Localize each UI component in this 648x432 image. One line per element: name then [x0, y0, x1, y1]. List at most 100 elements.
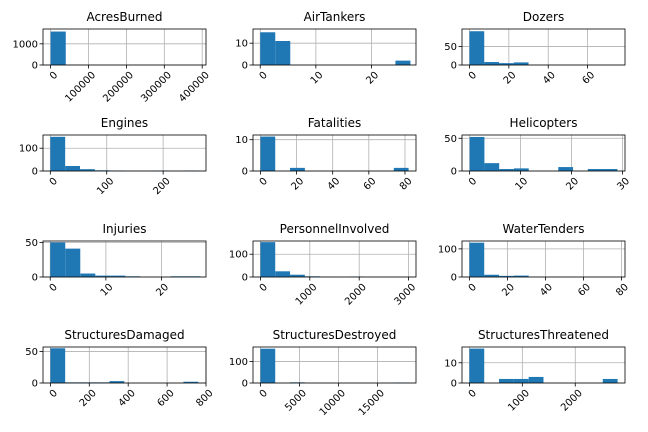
histogram-bar [275, 271, 291, 277]
histogram-bar [50, 31, 66, 65]
histogram-panel: 0 100 200 0 100 Engines [19, 116, 207, 197]
y-tick-label: 0 [32, 273, 38, 284]
x-tick-label: 300000 [139, 70, 174, 105]
y-tick-label: 0 [32, 61, 38, 72]
x-tick-label: 20 [289, 176, 306, 193]
x-tick-label: 0 [258, 282, 270, 294]
y-tick-label: 50 [25, 238, 38, 249]
x-tick-label: 600 [155, 388, 176, 409]
histogram-panel: 0 200 400 600 800 0 50 StructuresDamaged [25, 328, 215, 409]
x-tick-label: 80 [614, 282, 631, 299]
y-tick-label: 0 [242, 61, 248, 72]
x-tick-label: 0 [258, 70, 270, 82]
panel-title: AcresBurned [86, 10, 162, 24]
panel-title: AirTankers [304, 10, 366, 24]
axes-frame [42, 28, 207, 66]
x-tick-label: 2000 [559, 388, 585, 414]
x-tick-label: 0 [48, 388, 60, 400]
y-tick-label: 100 [438, 244, 457, 255]
panel-title: Injuries [103, 222, 147, 236]
histogram-bar [65, 165, 80, 171]
y-tick-label: 0 [451, 379, 457, 390]
histogram-bar [109, 381, 125, 383]
panel-title: PersonnelInvolved [280, 222, 390, 236]
y-tick-label: 0 [451, 273, 457, 284]
panel-title: WaterTenders [503, 222, 585, 236]
x-tick-label: 2000 [343, 282, 369, 308]
histogram-bar [290, 274, 305, 277]
histogram-bar [65, 248, 81, 277]
histogram-bar [110, 275, 126, 277]
x-tick-label: 0 [467, 70, 479, 82]
histogram-bar [469, 31, 485, 65]
x-tick-label: 20 [154, 282, 171, 299]
y-tick-label: 0 [451, 167, 457, 178]
y-tick-label: 100 [19, 144, 38, 155]
histogram-bar [79, 169, 95, 171]
x-tick-label: 10 [99, 282, 116, 299]
x-tick-label: 30 [615, 176, 632, 193]
axes-frame [42, 240, 207, 278]
histogram-bar [80, 273, 96, 277]
histogram-bar [484, 163, 500, 171]
histogram-bar [499, 63, 514, 65]
y-tick-label: 50 [444, 42, 457, 53]
axes-frame [252, 134, 417, 172]
histogram-panel: 0 20 40 60 0 50 Dozers [444, 10, 626, 87]
x-tick-label: 0 [467, 176, 479, 188]
x-tick-label: 60 [362, 176, 379, 193]
y-tick-label: 10 [444, 358, 457, 369]
histogram-panel: 0 10 20 30 0 50 Helicopters [444, 116, 632, 193]
histogram-bar [183, 381, 199, 383]
histogram-bar [290, 167, 305, 171]
histogram-bar [499, 275, 514, 277]
panel-title: Fatalities [308, 116, 362, 130]
histogram-bar [95, 275, 111, 277]
histogram-bar [513, 378, 529, 383]
histogram-panel: 0 20 40 60 80 0 10 Fatalities [235, 116, 417, 193]
y-tick-label: 1000 [13, 39, 38, 50]
x-tick-label: 40 [541, 70, 558, 87]
x-tick-label: 15000 [357, 388, 387, 418]
x-tick-label: 0 [467, 388, 479, 400]
x-tick-label: 800 [194, 388, 215, 409]
histogram-bar [484, 274, 500, 277]
x-tick-label: 10000 [318, 388, 348, 418]
y-tick-label: 10 [235, 135, 248, 146]
histogram-bar [513, 275, 529, 277]
y-tick-label: 0 [242, 167, 248, 178]
panel-title: Dozers [523, 10, 564, 24]
axes-frame [252, 28, 417, 66]
panel-title: Engines [101, 116, 148, 130]
histogram-panel: 0 5000 10000 15000 0 100 StructuresDestroyed [229, 328, 417, 418]
histogram-bar [50, 136, 66, 171]
x-tick-label: 0 [48, 70, 60, 82]
histogram-bar [587, 169, 603, 171]
histogram-panel: 0 100000 200000 300000 40000001000AcresBurne… [13, 10, 212, 105]
y-tick-label: 0 [32, 167, 38, 178]
histogram-bar [260, 136, 276, 171]
y-tick-label: 50 [25, 347, 38, 358]
histogram-bar [602, 169, 618, 171]
histogram-panel: 0 10 20 0 10 AirTankers [235, 10, 417, 87]
histogram-panel: 0 10 20 0 50 Injuries [25, 222, 207, 299]
histogram-bar [469, 136, 485, 171]
histogram-bar [393, 167, 409, 171]
x-tick-label: 0 [258, 176, 270, 188]
x-tick-label: 1000 [506, 388, 532, 414]
histogram-bar [469, 348, 485, 383]
y-tick-label: 10 [235, 39, 248, 50]
histogram-bar [513, 62, 529, 65]
x-tick-label: 200000 [101, 70, 136, 105]
x-tick-label: 10 [513, 176, 530, 193]
x-tick-label: 0 [258, 388, 270, 400]
axes-frame [252, 346, 417, 384]
panel-title: Helicopters [510, 116, 578, 130]
y-tick-label: 0 [32, 379, 38, 390]
histogram-bar [50, 242, 66, 277]
histogram-bar [602, 378, 618, 383]
panel-title: StructuresDestroyed [273, 328, 397, 342]
axes-frame [42, 346, 207, 384]
x-tick-label: 60 [576, 282, 593, 299]
